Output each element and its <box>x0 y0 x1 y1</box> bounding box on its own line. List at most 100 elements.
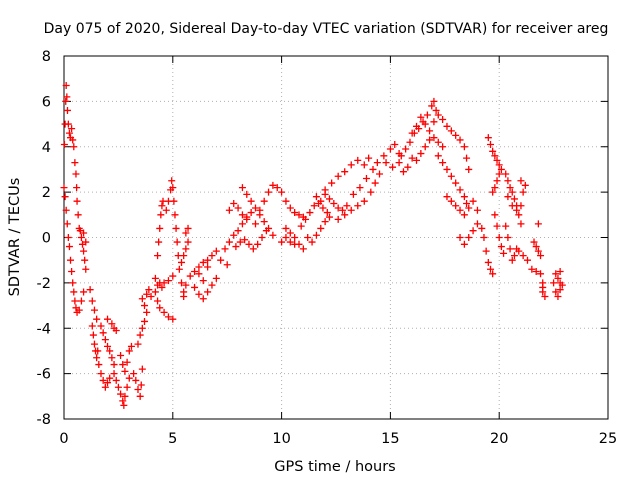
data-point <box>489 147 497 155</box>
data-point <box>299 245 307 253</box>
data-point <box>251 220 259 228</box>
data-point <box>517 177 525 185</box>
data-point <box>447 172 455 180</box>
data-point <box>157 211 165 219</box>
data-point <box>460 211 468 219</box>
data-point <box>456 206 464 214</box>
data-point <box>170 197 178 205</box>
data-point <box>243 190 251 198</box>
data-point <box>97 322 105 330</box>
data-point <box>191 283 199 291</box>
data-point <box>473 220 481 228</box>
data-point <box>465 234 473 241</box>
data-point <box>452 202 460 210</box>
data-point <box>312 193 320 201</box>
data-point <box>493 156 501 164</box>
data-point <box>221 245 229 253</box>
data-point <box>282 224 290 232</box>
data-point <box>493 222 501 230</box>
data-point <box>508 256 516 264</box>
data-point <box>452 131 460 139</box>
data-point <box>164 313 172 321</box>
data-point <box>97 370 105 378</box>
data-point <box>112 327 120 335</box>
data-point <box>62 97 70 105</box>
data-point <box>71 159 79 167</box>
data-point <box>238 184 246 192</box>
data-point <box>212 247 220 255</box>
data-point <box>408 154 416 162</box>
data-point <box>489 188 497 196</box>
y-tick-label: -2 <box>37 276 51 292</box>
data-point <box>523 256 531 264</box>
data-point <box>347 206 355 214</box>
data-point <box>434 152 442 160</box>
data-point <box>234 227 242 235</box>
data-point <box>86 286 94 294</box>
data-point <box>417 150 425 158</box>
data-point <box>534 220 542 228</box>
data-point <box>204 288 212 296</box>
data-point <box>62 206 70 214</box>
y-tick-label: 2 <box>42 185 51 201</box>
data-point <box>164 277 172 285</box>
data-point <box>119 361 127 369</box>
data-point <box>291 240 299 248</box>
data-point <box>232 243 240 251</box>
data-point <box>74 211 82 219</box>
data-point <box>306 209 314 217</box>
data-point <box>528 265 536 273</box>
data-point <box>439 143 447 151</box>
data-point <box>426 127 434 135</box>
data-point <box>72 170 80 178</box>
data-point <box>456 136 464 144</box>
data-point <box>123 358 131 366</box>
y-tick-label: -4 <box>37 321 51 337</box>
data-point <box>241 236 249 244</box>
data-point <box>382 159 390 167</box>
data-point <box>489 270 497 278</box>
data-point <box>77 297 85 305</box>
data-point <box>447 127 455 135</box>
data-point <box>513 206 521 214</box>
data-point <box>258 234 266 241</box>
data-point <box>99 376 107 384</box>
data-point <box>478 224 486 232</box>
data-point <box>69 279 77 287</box>
data-point <box>195 263 203 271</box>
data-point <box>504 234 512 241</box>
data-point <box>273 184 281 192</box>
data-point <box>180 292 188 300</box>
data-point <box>434 138 442 146</box>
data-point <box>169 315 177 323</box>
data-point <box>460 193 468 201</box>
y-tick-label: -8 <box>37 412 51 428</box>
data-point <box>486 140 494 148</box>
data-point <box>550 279 558 287</box>
data-point <box>90 340 98 348</box>
data-point <box>508 202 516 210</box>
data-point <box>506 245 514 253</box>
data-point <box>134 386 142 394</box>
data-point <box>302 215 310 223</box>
data-point <box>60 184 68 192</box>
data-point <box>238 220 246 228</box>
data-point <box>254 240 262 248</box>
data-point <box>312 231 320 239</box>
data-point <box>395 159 403 167</box>
data-point <box>230 231 238 239</box>
data-point <box>75 306 83 314</box>
data-point <box>134 340 142 348</box>
data-point <box>265 188 273 196</box>
data-point <box>556 268 564 276</box>
data-point <box>404 163 412 171</box>
data-point <box>182 281 190 289</box>
data-point <box>64 120 72 128</box>
data-point <box>132 376 140 384</box>
x-axis: 0 5 10 15 20 25 <box>59 56 617 447</box>
x-tick-label: 10 <box>272 431 290 447</box>
data-point <box>428 102 436 110</box>
data-point <box>172 224 180 232</box>
data-point <box>278 238 286 246</box>
